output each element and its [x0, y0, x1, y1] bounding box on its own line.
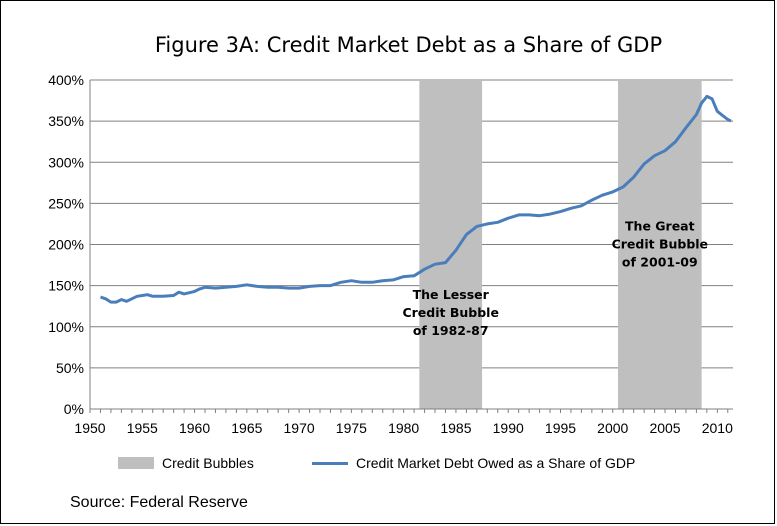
y-tick-label: 250%	[48, 195, 84, 211]
y-tick-label: 350%	[48, 113, 84, 129]
y-tick-label: 400%	[48, 72, 84, 88]
series-lines	[100, 94, 732, 304]
axes	[89, 80, 733, 413]
x-tick-label: 1965	[231, 420, 262, 436]
series-line	[100, 94, 732, 304]
x-tick-label: 1970	[284, 420, 315, 436]
y-tick-label: 0%	[64, 401, 84, 417]
x-tick-label: 1980	[388, 420, 419, 436]
y-axis-tick-labels: 0% 50% 100% 150% 200% 250% 300% 350% 400%	[48, 72, 84, 417]
x-tick-label: 1975	[336, 420, 367, 436]
annotations: The Lesser Credit Bubble of 1982-87 The Gre…	[402, 219, 708, 338]
y-tick-label: 150%	[48, 278, 84, 294]
shaded-region	[617, 80, 702, 409]
x-tick-label: 1990	[493, 420, 524, 436]
legend-label-debt-series: Credit Market Debt Owed as a Share of GD…	[356, 455, 636, 471]
annotation-line: Credit Bubble	[612, 237, 708, 252]
x-tick-label: 1960	[179, 420, 210, 436]
shaded-regions	[419, 80, 702, 409]
annotation-text: The Lesser Credit Bubble of 1982-87	[402, 287, 498, 338]
y-tick-label: 100%	[48, 319, 84, 335]
y-tick-label: 200%	[48, 237, 84, 253]
x-tick-label: 2000	[597, 420, 628, 436]
annotation-line: of 1982-87	[413, 323, 489, 338]
x-tick-label: 1995	[545, 420, 576, 436]
legend-label-credit-bubbles: Credit Bubbles	[162, 455, 254, 471]
x-tick-label: 2010	[702, 420, 733, 436]
x-tick-label: 1985	[440, 420, 471, 436]
annotation-line: of 2001-09	[622, 255, 698, 270]
source-note: Source: Federal Reserve	[70, 494, 248, 511]
shaded-region	[419, 80, 483, 409]
annotation-line: The Great	[625, 219, 695, 234]
legend: Credit Bubbles Credit Market Debt Owed a…	[0, 455, 777, 475]
x-tick-label: 1950	[74, 420, 105, 436]
chart-title: Figure 3A: Credit Market Debt as a Share…	[154, 33, 663, 57]
x-axis-tick-labels: 1950 1955 1960 1965 1970 1975 1980 1985 1990 1995…	[74, 420, 733, 436]
x-tick-label: 1955	[127, 420, 158, 436]
annotation-line: Credit Bubble	[402, 305, 498, 320]
y-tick-label: 50%	[56, 360, 84, 376]
x-tick-label: 2005	[649, 420, 680, 436]
legend-swatch-line	[312, 461, 348, 465]
legend-swatch-shaded	[118, 457, 154, 469]
y-tick-label: 300%	[48, 154, 84, 170]
annotation-text: The Great Credit Bubble of 2001-09	[612, 219, 708, 270]
legend-item-debt-series: Credit Market Debt Owed as a Share of GD…	[312, 455, 635, 471]
legend-item-credit-bubbles: Credit Bubbles	[118, 455, 254, 471]
annotation-line: The Lesser	[413, 287, 490, 302]
